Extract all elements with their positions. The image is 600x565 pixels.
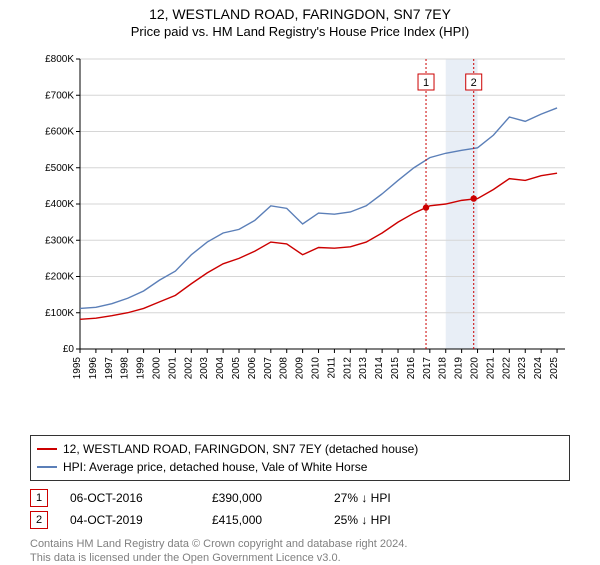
x-tick-label: 2001 (167, 357, 178, 380)
x-tick-label: 2012 (342, 357, 353, 380)
x-tick-label: 2024 (533, 357, 544, 380)
x-tick-label: 1999 (136, 357, 147, 380)
x-tick-label: 2005 (231, 357, 242, 380)
chart-svg: £0 £100K £200K £300K £400K £500K £600K £700K £80… (30, 49, 570, 429)
x-tick-label: 1996 (88, 357, 99, 380)
y-tick-label: £500K (45, 163, 74, 174)
x-tick-label: 2018 (438, 357, 449, 380)
y-tick-label: £200K (45, 272, 74, 283)
legend-row: 12, WESTLAND ROAD, FARINGDON, SN7 7EY (d… (37, 440, 563, 458)
x-tick-label: 2021 (485, 357, 496, 380)
chart-title: 12, WESTLAND ROAD, FARINGDON, SN7 7EY (0, 6, 600, 22)
event-number-marker: 1 (30, 489, 48, 507)
y-tick-label: £100K (45, 308, 74, 319)
event-number-marker: 2 (30, 511, 48, 529)
event-table: 1 06-OCT-2016 £390,000 27% ↓ HPI 2 04-OCT-201… (30, 487, 570, 531)
event-date: 04-OCT-2019 (70, 509, 190, 531)
event-row: 1 06-OCT-2016 £390,000 27% ↓ HPI (30, 487, 570, 509)
legend: 12, WESTLAND ROAD, FARINGDON, SN7 7EY (d… (30, 435, 570, 481)
legend-swatch (37, 448, 57, 450)
event-marker-num-1: 1 (423, 77, 429, 89)
y-tick-label: £0 (63, 344, 75, 355)
event-price: £415,000 (212, 509, 312, 531)
x-tick-label: 2010 (311, 357, 322, 380)
x-tick-label: 2025 (549, 357, 560, 380)
y-tick-label: £300K (45, 235, 74, 246)
event-marker-num-2: 2 (471, 77, 477, 89)
event-price-dot-1 (423, 204, 429, 210)
y-tick-label: £400K (45, 199, 74, 210)
x-tick-label: 1998 (120, 357, 131, 380)
x-tick-label: 2015 (390, 357, 401, 380)
x-tick-label: 2023 (517, 357, 528, 380)
event-date: 06-OCT-2016 (70, 487, 190, 509)
series-line-hpi (80, 108, 557, 308)
x-tick-label: 2003 (199, 357, 210, 380)
y-tick-label: £800K (45, 54, 74, 65)
legend-row: HPI: Average price, detached house, Vale… (37, 458, 563, 476)
x-tick-label: 2009 (295, 357, 306, 380)
footer-line-1: Contains HM Land Registry data © Crown c… (30, 537, 570, 551)
x-tick-label: 1995 (72, 357, 83, 380)
x-tick-label: 2022 (501, 357, 512, 380)
chart-subtitle: Price paid vs. HM Land Registry's House … (0, 24, 600, 39)
y-tick-label: £700K (45, 90, 74, 101)
x-tick-label: 2014 (374, 357, 385, 380)
legend-label: HPI: Average price, detached house, Vale… (63, 458, 367, 476)
x-tick-label: 2007 (263, 357, 274, 380)
legend-swatch (37, 466, 57, 468)
event-price-dot-2 (471, 195, 477, 201)
x-tick-label: 2016 (406, 357, 417, 380)
x-tick-label: 2020 (470, 357, 481, 380)
y-tick-label: £600K (45, 127, 74, 138)
x-tick-label: 2019 (454, 357, 465, 380)
event-delta: 25% ↓ HPI (334, 509, 454, 531)
x-tick-label: 2004 (215, 357, 226, 380)
title-block: 12, WESTLAND ROAD, FARINGDON, SN7 7EY Pr… (0, 0, 600, 39)
x-tick-label: 2006 (247, 357, 258, 380)
x-tick-label: 2013 (358, 357, 369, 380)
x-tick-label: 2000 (152, 357, 163, 380)
footer: Contains HM Land Registry data © Crown c… (30, 537, 570, 565)
x-tick-label: 1997 (104, 357, 115, 380)
x-tick-label: 2002 (183, 357, 194, 380)
x-tick-label: 2011 (326, 357, 337, 379)
event-delta: 27% ↓ HPI (334, 487, 454, 509)
event-row: 2 04-OCT-2019 £415,000 25% ↓ HPI (30, 509, 570, 531)
legend-label: 12, WESTLAND ROAD, FARINGDON, SN7 7EY (d… (63, 440, 418, 458)
x-tick-label: 2008 (279, 357, 290, 380)
event-price: £390,000 (212, 487, 312, 509)
series-line-property (80, 173, 557, 319)
x-tick-label: 2017 (422, 357, 433, 380)
footer-line-2: This data is licensed under the Open Gov… (30, 551, 570, 565)
chart: £0 £100K £200K £300K £400K £500K £600K £700K £80… (30, 49, 570, 389)
